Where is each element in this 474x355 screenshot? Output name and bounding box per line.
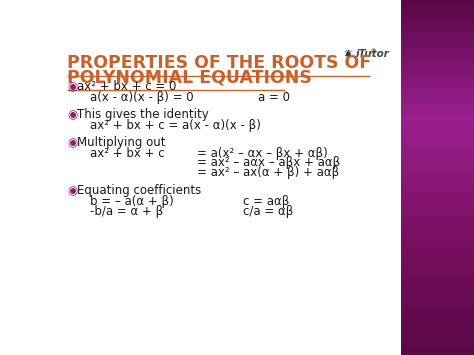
- Text: c = aαβ: c = aαβ: [243, 195, 289, 208]
- Text: c/a = αβ: c/a = αβ: [243, 205, 293, 218]
- Text: ◉: ◉: [67, 108, 78, 121]
- Text: = ax² – ax(α + β) + aαβ: = ax² – ax(α + β) + aαβ: [197, 166, 339, 179]
- Text: ♛: ♛: [345, 49, 353, 59]
- Text: ®: ®: [370, 50, 377, 56]
- Text: = a(x² – αx – βx + αβ): = a(x² – αx – βx + αβ): [197, 147, 328, 160]
- Text: = ax² – aαx – aβx + aαβ: = ax² – aαx – aβx + aαβ: [197, 156, 340, 169]
- Text: a(x - α)(x - β) = 0: a(x - α)(x - β) = 0: [91, 91, 194, 104]
- Text: POLYNOMIAL EQUATIONS: POLYNOMIAL EQUATIONS: [67, 69, 312, 87]
- Text: ▲: ▲: [345, 48, 351, 57]
- Text: Equating coefficients: Equating coefficients: [77, 184, 201, 197]
- Text: b = – a(α + β): b = – a(α + β): [91, 195, 174, 208]
- Text: PROPERTIES OF THE ROOTS OF: PROPERTIES OF THE ROOTS OF: [67, 54, 372, 72]
- Text: ◉: ◉: [67, 80, 78, 93]
- Text: Multiplying out: Multiplying out: [77, 136, 165, 149]
- Text: iTutor: iTutor: [356, 49, 390, 59]
- Text: This gives the identity: This gives the identity: [77, 108, 209, 121]
- Text: ◉: ◉: [67, 136, 78, 149]
- Text: a = 0: a = 0: [258, 91, 290, 104]
- Text: -b/a = α + β: -b/a = α + β: [91, 205, 164, 218]
- Text: ◉: ◉: [67, 184, 78, 197]
- Text: ax² + bx + c: ax² + bx + c: [91, 147, 165, 160]
- Text: ax² + bx + c = 0: ax² + bx + c = 0: [77, 80, 176, 93]
- Text: ax² + bx + c = a(x - α)(x - β): ax² + bx + c = a(x - α)(x - β): [91, 119, 261, 132]
